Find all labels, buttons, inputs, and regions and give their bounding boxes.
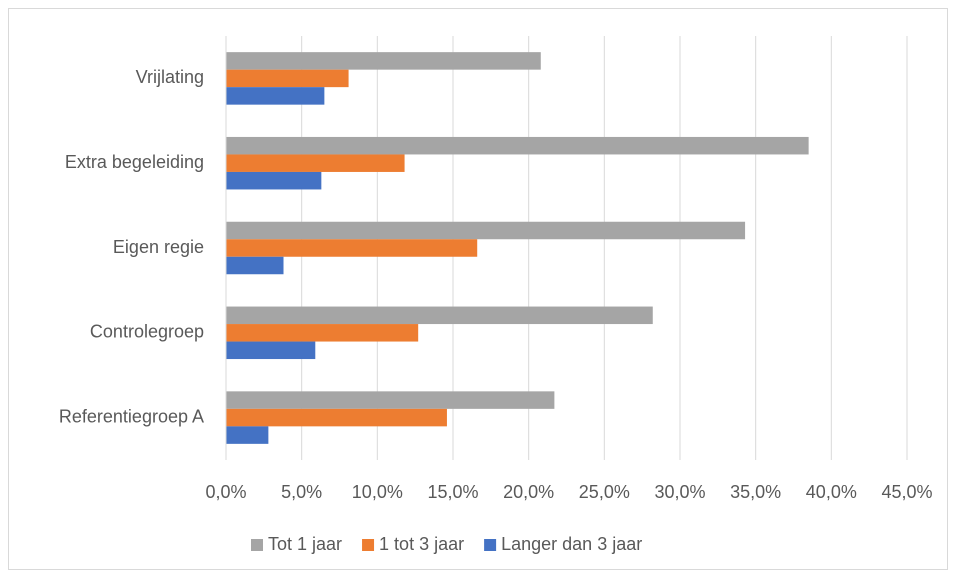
bar [226,221,746,240]
legend-label: 1 tot 3 jaar [379,534,464,554]
x-tick-label: 25,0% [579,482,630,502]
bar [226,239,478,257]
bar [226,87,325,105]
y-tick-label: Vrijlating [136,67,204,87]
y-tick-label: Referentiegroep A [59,406,204,426]
chart-border [8,8,948,570]
bar [226,154,405,172]
bar [226,341,316,360]
x-tick-label: 5,0% [281,482,322,502]
x-tick-label: 35,0% [730,482,781,502]
bar [226,52,541,70]
bar [226,324,419,342]
bar [226,408,447,427]
legend-swatch [362,539,375,551]
y-tick-label: Extra begeleiding [65,152,204,172]
x-tick-label: 20,0% [503,482,554,502]
x-tick-label: 45,0% [881,482,932,502]
bar [226,136,809,155]
bar [226,69,349,88]
x-tick-label: 15,0% [427,482,478,502]
x-tick-label: 40,0% [806,482,857,502]
bar [226,306,653,325]
x-tick-label: 30,0% [654,482,705,502]
legend-swatch [251,539,263,551]
legend-swatch [484,539,497,551]
x-tick-label: 0,0% [205,482,246,502]
bar [226,426,269,444]
legend-label: Langer dan 3 jaar [501,534,642,554]
y-tick-label: Eigen regie [113,237,204,257]
bar [226,171,322,190]
y-tick-label: Controlegroep [90,322,204,342]
bar [226,256,284,275]
bar [226,391,555,409]
x-tick-label: 10,0% [352,482,403,502]
legend-label: Tot 1 jaar [268,534,342,554]
